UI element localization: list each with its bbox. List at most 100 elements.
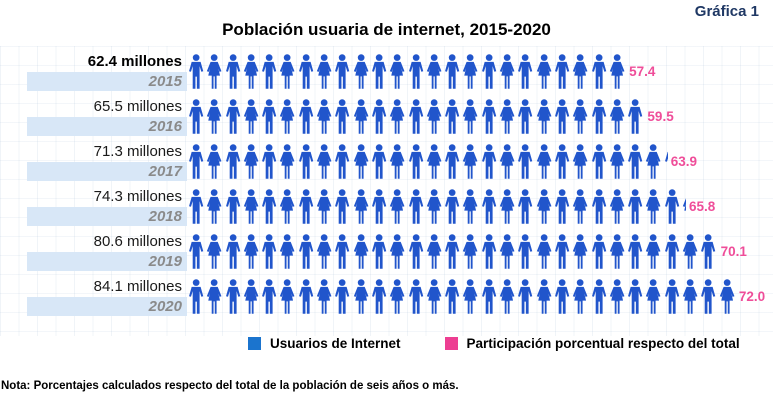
- users-count-label: 80.6 millones: [93, 233, 182, 250]
- female-person-icon: [498, 98, 516, 135]
- pictogram-rows: 62.4 millones 2015 57.4 65.5 millones 2016 59…: [0, 52, 773, 322]
- female-person-icon: [425, 278, 443, 315]
- users-legend-swatch-icon: [248, 337, 261, 350]
- year-label: 2020: [27, 297, 187, 316]
- male-person-icon: [516, 278, 534, 315]
- male-person-icon: [663, 233, 681, 270]
- users-count-label: 84.1 millones: [93, 278, 182, 295]
- male-person-icon: [260, 278, 278, 315]
- male-person-icon: [553, 278, 571, 315]
- male-person-icon: [297, 98, 315, 135]
- row-label-column: 71.3 millones 2017: [0, 142, 187, 181]
- male-person-icon: [443, 233, 461, 270]
- male-person-icon: [480, 98, 498, 135]
- users-count-label: 65.5 millones: [93, 98, 182, 115]
- legend-item-share: Participación porcentual respecto del to…: [444, 336, 740, 351]
- users-count-label: 62.4 millones: [87, 53, 182, 70]
- female-person-icon: [205, 98, 223, 135]
- male-person-icon: [260, 233, 278, 270]
- female-person-icon: [571, 278, 589, 315]
- female-person-icon: [315, 143, 333, 180]
- female-person-icon: [571, 143, 589, 180]
- female-person-icon: [461, 278, 479, 315]
- female-person-icon: [535, 278, 553, 315]
- female-person-icon: [352, 53, 370, 90]
- male-person-icon: [224, 233, 242, 270]
- male-person-icon: [407, 53, 425, 90]
- percent-value-label: 57.4: [629, 64, 656, 79]
- male-person-icon: [626, 233, 644, 270]
- female-person-icon: [498, 278, 516, 315]
- male-person-icon: [590, 233, 608, 270]
- year-label: 2018: [27, 207, 187, 226]
- female-person-icon: [571, 53, 589, 90]
- female-person-icon: [535, 233, 553, 270]
- male-person-icon: [663, 278, 681, 315]
- legend-label-share: Participación porcentual respecto del to…: [466, 336, 740, 351]
- male-person-icon: [370, 188, 388, 225]
- male-person-icon: [590, 278, 608, 315]
- male-person-icon: [370, 278, 388, 315]
- female-person-icon: [205, 53, 223, 90]
- chart-title: Población usuaria de internet, 2015-2020: [222, 20, 551, 39]
- male-person-icon: [407, 143, 425, 180]
- female-person-icon: [608, 143, 626, 180]
- male-person-icon: [553, 98, 571, 135]
- male-person-icon: [553, 188, 571, 225]
- female-person-icon: [425, 233, 443, 270]
- male-person-icon: [590, 98, 608, 135]
- female-person-icon: [388, 143, 406, 180]
- partial-person-icon: [681, 188, 687, 225]
- male-person-icon: [333, 188, 351, 225]
- male-person-icon: [553, 53, 571, 90]
- male-person-icon: [370, 98, 388, 135]
- year-label: 2017: [27, 162, 187, 181]
- female-person-icon: [242, 233, 260, 270]
- female-person-icon: [388, 98, 406, 135]
- female-person-icon: [388, 278, 406, 315]
- female-person-icon: [644, 278, 662, 315]
- male-person-icon: [443, 53, 461, 90]
- person-icons-strip: 57.4: [187, 52, 655, 91]
- female-person-icon: [205, 143, 223, 180]
- female-person-icon: [644, 233, 662, 270]
- female-person-icon: [425, 188, 443, 225]
- male-person-icon: [443, 143, 461, 180]
- partial-person-icon: [663, 143, 668, 180]
- female-person-icon: [278, 53, 296, 90]
- male-person-icon: [626, 188, 644, 225]
- male-person-icon: [187, 98, 205, 135]
- female-person-icon: [205, 233, 223, 270]
- female-person-icon: [315, 53, 333, 90]
- person-icons-strip: 72.0: [187, 277, 765, 316]
- pictogram-row-2018: 74.3 millones 2018 65.8: [0, 187, 773, 226]
- male-person-icon: [480, 188, 498, 225]
- pictogram-row-2016: 65.5 millones 2016 59.5: [0, 97, 773, 136]
- footnote: Nota: Porcentajes calculados respecto de…: [1, 380, 459, 392]
- female-person-icon: [315, 98, 333, 135]
- female-person-icon: [425, 98, 443, 135]
- year-label: 2016: [27, 117, 187, 136]
- male-person-icon: [516, 188, 534, 225]
- row-label-column: 80.6 millones 2019: [0, 232, 187, 271]
- female-person-icon: [571, 188, 589, 225]
- person-icons-strip: 65.8: [187, 187, 715, 226]
- share-legend-swatch-icon: [444, 337, 458, 350]
- female-person-icon: [205, 188, 223, 225]
- female-person-icon: [352, 188, 370, 225]
- female-person-icon: [681, 233, 699, 270]
- users-count-label: 71.3 millones: [93, 143, 182, 160]
- male-person-icon: [333, 98, 351, 135]
- male-person-icon: [480, 278, 498, 315]
- female-person-icon: [535, 98, 553, 135]
- female-person-icon: [461, 53, 479, 90]
- male-person-icon: [260, 188, 278, 225]
- female-person-icon: [242, 143, 260, 180]
- male-person-icon: [297, 53, 315, 90]
- female-person-icon: [278, 278, 296, 315]
- female-person-icon: [461, 143, 479, 180]
- male-person-icon: [407, 188, 425, 225]
- percent-value-label: 65.8: [689, 199, 716, 214]
- female-person-icon: [535, 53, 553, 90]
- row-label-column: 74.3 millones 2018: [0, 187, 187, 226]
